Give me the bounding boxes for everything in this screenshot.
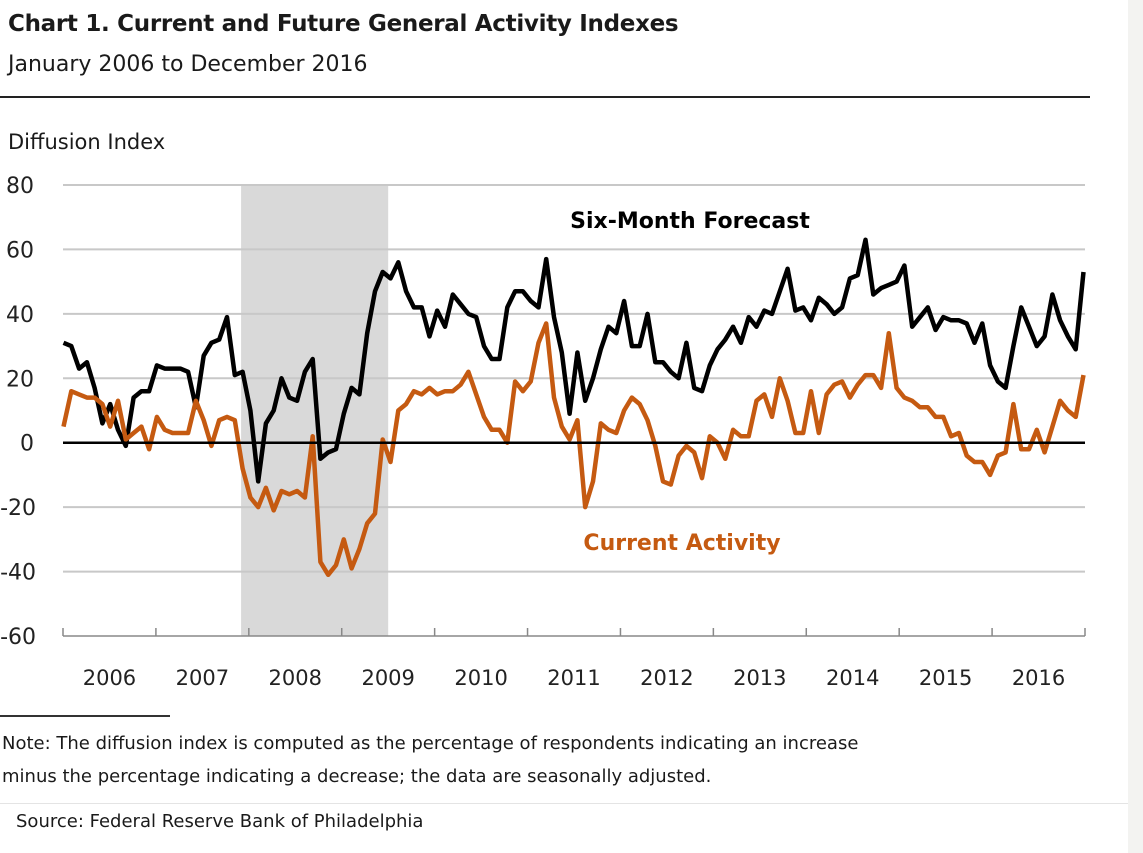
note-line-2: minus the percentage indicating a decrea… <box>2 766 712 787</box>
y-tick-label: -40 <box>0 561 36 586</box>
y-tick-label: -60 <box>0 625 36 650</box>
x-tick-label: 2012 <box>640 666 693 690</box>
x-tick-label: 2016 <box>1012 666 1065 690</box>
x-tick-label: 2007 <box>176 666 229 690</box>
y-tick-label: 60 <box>6 238 34 263</box>
x-tick-label: 2008 <box>269 666 322 690</box>
series-line-six-month-forecast <box>62 237 1086 484</box>
right-margin-strip <box>1128 0 1143 853</box>
y-tick-label: 80 <box>6 174 34 199</box>
y-tick-label: 0 <box>20 432 34 457</box>
y-tick-label: -20 <box>0 496 36 521</box>
x-tick-label: 2006 <box>83 666 136 690</box>
source-text: Source: Federal Reserve Bank of Philadel… <box>16 811 424 832</box>
y-axis-label: Diffusion Index <box>8 130 166 154</box>
chart-subtitle: January 2006 to December 2016 <box>8 52 368 77</box>
note-divider <box>0 715 170 717</box>
chart-title: Chart 1. Current and Future General Acti… <box>8 11 679 37</box>
x-tick-label: 2011 <box>547 666 600 690</box>
x-tick-label: 2009 <box>361 666 414 690</box>
x-tick-label: 2015 <box>919 666 972 690</box>
annotation-six-month-forecast: Six-Month Forecast <box>570 209 810 234</box>
x-tick-label: 2010 <box>454 666 507 690</box>
chart-note: Note: The diffusion index is computed as… <box>2 727 1102 793</box>
series-line-current-activity <box>61 321 1086 578</box>
note-line-1: Note: The diffusion index is computed as… <box>2 733 859 754</box>
annotation-current-activity: Current Activity <box>583 531 780 556</box>
x-tick-label: 2013 <box>733 666 786 690</box>
source-divider <box>0 803 1128 804</box>
x-tick-label: 2014 <box>826 666 879 690</box>
y-tick-label: 40 <box>6 303 34 328</box>
title-divider <box>0 96 1090 98</box>
y-tick-label: 20 <box>6 367 34 392</box>
